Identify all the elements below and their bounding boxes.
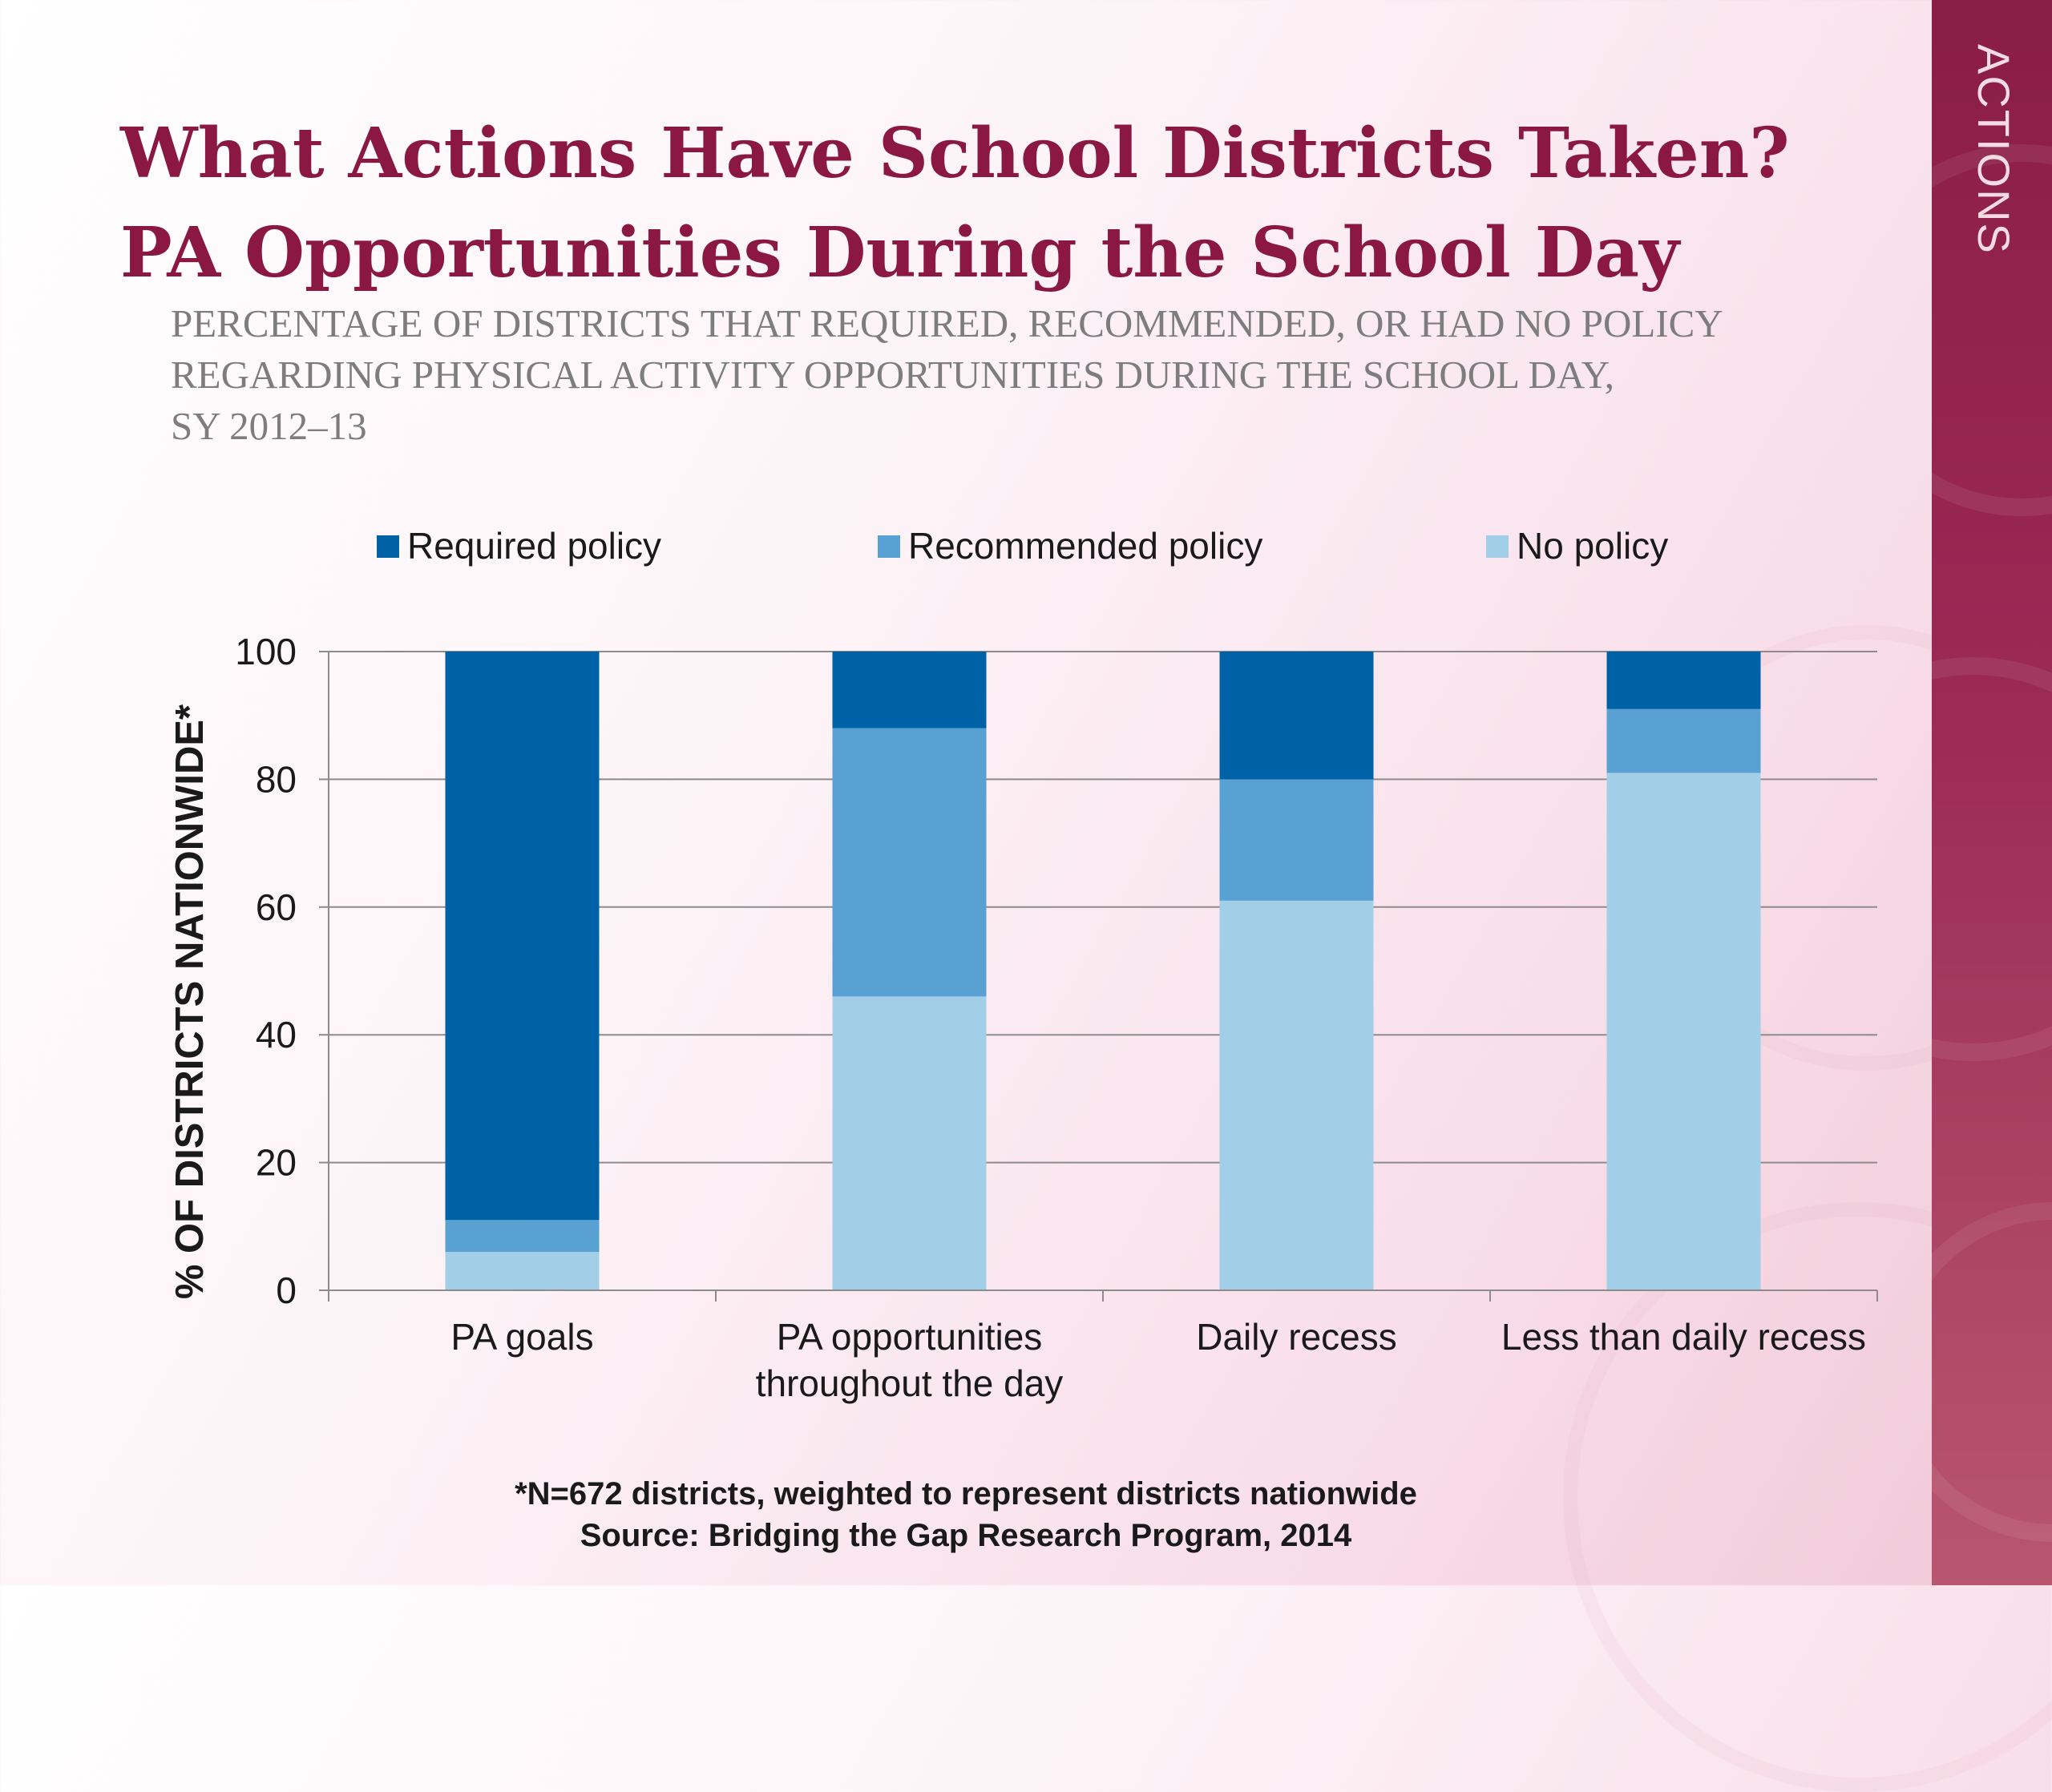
chart-axes — [328, 652, 1878, 1302]
legend-swatch — [878, 535, 900, 558]
page-title: What Actions Have School Districts Taken… — [120, 104, 1790, 303]
bar-no-policy — [1219, 900, 1374, 1290]
bar-recommended-policy — [1606, 708, 1761, 773]
title-line-2: PA Opportunities During the School Day — [120, 212, 1680, 293]
bar-recommended-policy — [1219, 779, 1374, 901]
subtitle-line-1: PERCENTAGE OF DISTRICTS THAT REQUIRED, R… — [171, 301, 1723, 345]
legend-label: No policy — [1517, 525, 1668, 567]
bar-recommended-policy — [445, 1220, 600, 1253]
y-axis-label: % OF DISTRICTS NATIONWIDE* — [168, 704, 212, 1299]
y-axis-tick-labels: 0 20 40 60 80 100 — [235, 631, 297, 1311]
legend-label: Required policy — [407, 525, 661, 567]
title-line-1: What Actions Have School Districts Taken… — [120, 113, 1790, 194]
bar-no-policy — [1606, 773, 1761, 1290]
x-category-label: Less than daily recess — [1501, 1316, 1866, 1358]
x-category-label: Daily recess — [1196, 1316, 1397, 1358]
bar-recommended-policy — [832, 728, 987, 997]
chart-subtitle: PERCENTAGE OF DISTRICTS THAT REQUIRED, R… — [171, 298, 1902, 452]
sidebar-ring-decoration — [1932, 657, 2052, 1061]
chart-footnote: *N=672 districts, weighted to represent … — [0, 1473, 1932, 1556]
chart-legend: Required policy Recommended policy No poli… — [377, 525, 1668, 567]
subtitle-line-2: REGARDING PHYSICAL ACTIVITY OPPORTUNITIE… — [171, 353, 1615, 397]
chart-bars — [445, 652, 1761, 1290]
footnote-source: Source: Bridging the Gap Research Progra… — [580, 1518, 1352, 1553]
stacked-bar-chart: 0 20 40 60 80 100 PA goals PA opportunitiesthr… — [168, 525, 1878, 1404]
x-category-label: PA opportunities — [777, 1316, 1043, 1358]
bar-no-policy — [445, 1252, 600, 1290]
legend-swatch — [1486, 535, 1509, 558]
y-tick-label: 0 — [276, 1269, 297, 1311]
bar-required-policy — [1606, 652, 1761, 709]
sidebar-ring-decoration — [1932, 1202, 2052, 1542]
bar-required-policy — [445, 652, 600, 1221]
legend-swatch — [377, 535, 399, 558]
x-category-label: throughout the day — [756, 1362, 1064, 1404]
bar-required-policy — [1219, 652, 1374, 780]
sidebar-section-label: ACTIONS — [1969, 44, 2019, 255]
footnote-sample-note: *N=672 districts, weighted to represent … — [515, 1476, 1417, 1511]
y-tick-label: 40 — [256, 1014, 297, 1055]
y-tick-label: 80 — [256, 758, 297, 800]
bar-required-policy — [832, 652, 987, 729]
y-tick-label: 60 — [256, 886, 297, 928]
y-tick-label: 100 — [235, 631, 297, 672]
section-sidebar — [1932, 0, 2052, 1585]
legend-label: Recommended policy — [908, 525, 1262, 567]
subtitle-line-3: SY 2012–13 — [171, 404, 367, 448]
bar-no-policy — [832, 996, 987, 1290]
x-category-label: PA goals — [450, 1316, 593, 1358]
y-tick-label: 20 — [256, 1142, 297, 1184]
